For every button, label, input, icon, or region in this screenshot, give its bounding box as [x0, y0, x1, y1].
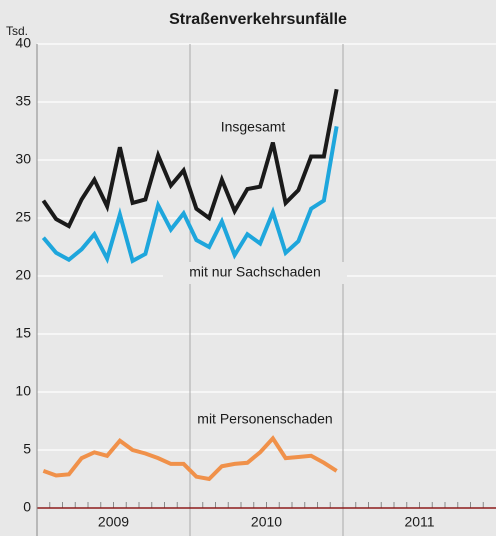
y-axis-label: Tsd.	[6, 24, 28, 38]
y-tick-label: 20	[15, 267, 31, 283]
line	[42, 435, 338, 482]
y-tick-label: 15	[15, 325, 31, 341]
series-label: Insgesamt	[221, 119, 286, 135]
label-background	[163, 262, 347, 284]
y-tick-label: 10	[15, 383, 31, 399]
line	[41, 88, 339, 229]
y-tick-label: 35	[15, 93, 31, 109]
y-tick-label: 40	[15, 35, 31, 51]
series-label: mit nur Sachschaden	[189, 264, 321, 280]
y-tick-label: 5	[23, 441, 31, 457]
y-tick-label: 25	[15, 209, 31, 225]
y-tick-label: 30	[15, 151, 31, 167]
x-tick-label: 2009	[98, 514, 129, 530]
y-tick-label: 0	[23, 499, 31, 515]
series-label: mit Personenschaden	[197, 411, 332, 427]
line	[41, 126, 339, 264]
chart-title: Straßenverkehrsunfälle	[169, 11, 347, 28]
x-tick-label: 2010	[251, 514, 282, 530]
x-tick-label: 2011	[404, 514, 434, 530]
